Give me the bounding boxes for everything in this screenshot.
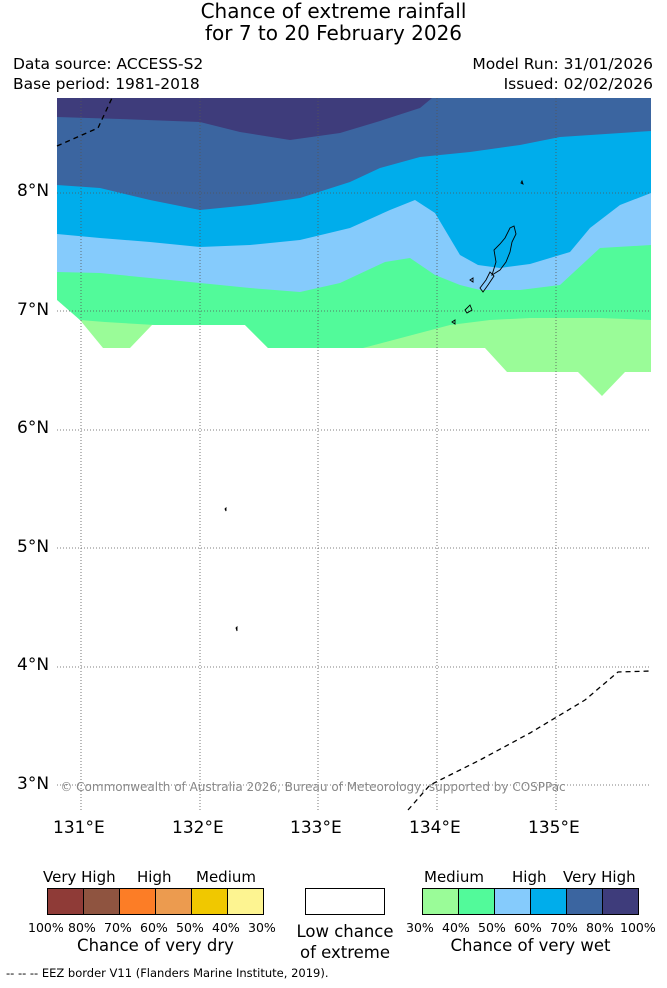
wet-swatch-30-40: [423, 889, 459, 914]
eez-footnote: -- -- -- EEZ border V11 (Flanders Marine…: [6, 966, 329, 980]
model-run: Model Run: 31/01/2026: [472, 55, 653, 73]
dry-pct-30: 30%: [248, 920, 276, 935]
wet-swatch-80-100: [603, 889, 638, 914]
dry-category-very-high: Very High: [43, 868, 116, 886]
low-chance-label-line1: Low chance: [296, 922, 394, 941]
copyright-notice: © Commonwealth of Australia 2026, Bureau…: [60, 780, 565, 794]
band-80-100-percent: [57, 98, 432, 140]
dry-pct-100: 100%: [28, 920, 64, 935]
wet-pct-60: 60%: [514, 920, 542, 935]
data-source: Data source: ACCESS-S2: [13, 55, 204, 73]
base-period: Base period: 1981-2018: [13, 75, 200, 93]
wet-pct-80: 80%: [586, 920, 614, 935]
lat-label-6n: 6°N: [17, 418, 50, 438]
wet-pct-70: 70%: [550, 920, 578, 935]
dry-pct-60: 60%: [140, 920, 168, 935]
dry-pct-40: 40%: [212, 920, 240, 935]
low-chance-label-line2: of extreme: [299, 943, 391, 962]
dry-legend-label: Chance of very dry: [77, 936, 234, 955]
dry-pct-50: 50%: [176, 920, 204, 935]
wet-legend-label: Chance of very wet: [450, 936, 611, 955]
lon-label-135e: 135°E: [528, 818, 580, 838]
wet-pct-40: 40%: [442, 920, 470, 935]
dry-swatch-70-60: [120, 889, 156, 914]
dry-swatch-50-40: [192, 889, 228, 914]
wet-swatch-50-60: [495, 889, 531, 914]
dry-swatch-80-70: [84, 889, 120, 914]
wet-category-very-high: Very High: [563, 868, 636, 886]
lat-label-8n: 8°N: [17, 181, 50, 201]
lat-label-5n: 5°N: [17, 537, 50, 557]
dry-swatch-60-50: [156, 889, 192, 914]
wet-swatch-70-80: [567, 889, 603, 914]
low-chance-swatch: [305, 888, 385, 915]
band-70-80-percent: [57, 98, 651, 210]
wet-category-high: High: [512, 868, 547, 886]
wet-colorbar: [422, 888, 639, 915]
map-title-line2: for 7 to 20 February 2026: [204, 21, 463, 45]
lat-label-7n: 7°N: [17, 300, 50, 320]
lon-label-133e: 133°E: [290, 818, 342, 838]
dry-colorbar: [47, 888, 264, 915]
lat-label-4n: 4°N: [17, 655, 50, 675]
palau-islands: [224, 179, 524, 632]
dry-category-high: High: [137, 868, 172, 886]
lon-label-134e: 134°E: [409, 818, 461, 838]
dry-swatch-100-80: [48, 889, 84, 914]
map-title-line1: Chance of extreme rainfall: [200, 0, 467, 23]
wet-swatch-60-70: [531, 889, 567, 914]
lon-label-132e: 132°E: [172, 818, 224, 838]
dry-swatch-40-30: [228, 889, 263, 914]
wet-pct-30: 30%: [406, 920, 434, 935]
lon-label-131e: 131°E: [53, 818, 105, 838]
eez-border: [56, 97, 652, 811]
dry-category-medium: Medium: [196, 868, 256, 886]
graticule: [57, 98, 651, 810]
dry-pct-70: 70%: [104, 920, 132, 935]
low-chance-fill: [306, 889, 384, 914]
wet-category-medium: Medium: [424, 868, 484, 886]
wet-pct-50: 50%: [478, 920, 506, 935]
wet-pct-100: 100%: [620, 920, 656, 935]
issued-date: Issued: 02/02/2026: [503, 75, 653, 93]
lat-label-3n: 3°N: [17, 774, 50, 794]
wet-swatch-40-50: [459, 889, 495, 914]
dry-pct-80: 80%: [68, 920, 96, 935]
